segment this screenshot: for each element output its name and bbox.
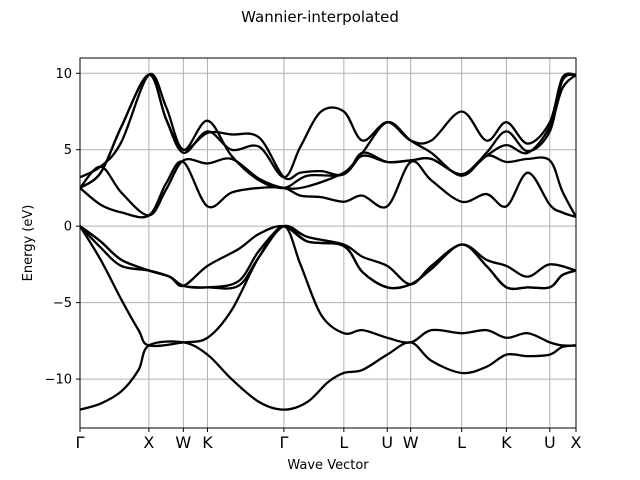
- x-tick-label: K: [202, 433, 213, 452]
- y-tick-label: −10: [45, 373, 72, 388]
- band-line-2: [80, 225, 576, 348]
- x-tick-label: K: [501, 433, 512, 452]
- x-tick-label: Γ: [76, 433, 85, 452]
- band-series: [80, 72, 576, 411]
- chart-title: Wannier-interpolated: [241, 8, 399, 26]
- x-tick-label: U: [544, 433, 556, 452]
- y-tick-label: 5: [64, 143, 72, 158]
- band-line-6: [80, 160, 576, 219]
- y-tick-label: −5: [53, 296, 72, 311]
- x-tick-label: W: [175, 433, 191, 452]
- x-axis-label: Wave Vector: [287, 458, 369, 473]
- band-line-10: [80, 73, 576, 190]
- x-tick-label: L: [339, 433, 348, 452]
- x-tick-label: W: [403, 433, 419, 452]
- x-tick-label: Γ: [279, 433, 288, 452]
- plot-frame: [79, 57, 577, 429]
- x-tick-label: L: [457, 433, 466, 452]
- x-tick-label: U: [381, 433, 393, 452]
- grid-lines: [79, 58, 577, 428]
- band-line-1: [80, 340, 576, 411]
- band-line-7: [80, 154, 576, 219]
- band-line-5: [80, 224, 576, 291]
- x-tick-label: X: [143, 433, 154, 452]
- y-tick-label: 0: [64, 220, 72, 235]
- y-axis-label: Energy (eV): [21, 205, 36, 282]
- y-tick-label: 10: [55, 67, 72, 82]
- x-tick-label: X: [571, 433, 582, 452]
